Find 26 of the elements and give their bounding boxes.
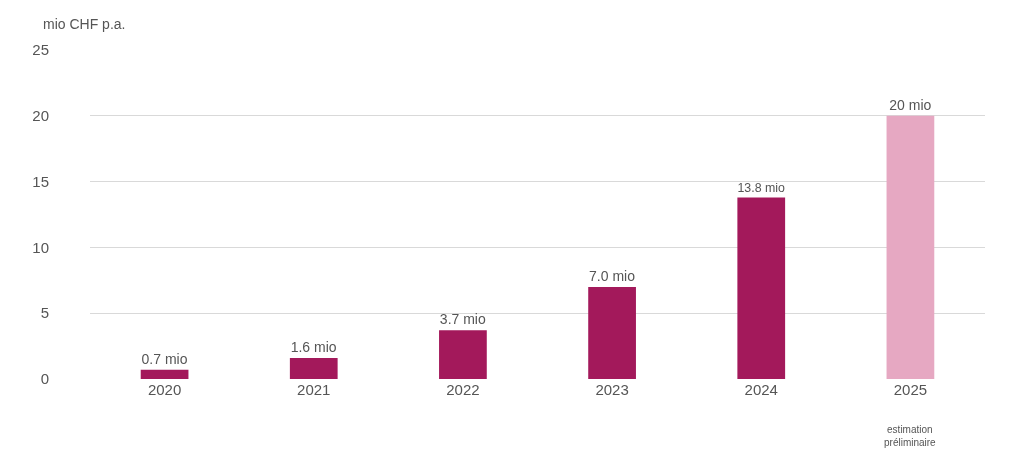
bar [588, 286, 636, 379]
x-tick-label: 2020 [147, 381, 182, 398]
bar [140, 369, 189, 379]
y-tick-label: 5 [40, 304, 49, 322]
data-label: 0.7 mio [141, 350, 188, 367]
y-tick-label: 25 [32, 41, 49, 59]
y-tick-label: 0 [40, 370, 49, 388]
data-label: 3.7 mio [439, 311, 486, 328]
y-axis-title: mio CHF p.a. [43, 16, 126, 32]
data-label: 7.0 mio [589, 267, 636, 284]
data-label: 20 mio [889, 96, 932, 113]
bar [439, 330, 487, 379]
text: estimation préliminaire [884, 424, 937, 448]
x-tick-label: 2025 [893, 381, 928, 398]
y-tick-label: 15 [32, 172, 49, 190]
x-tick-label: 2022 [446, 381, 480, 398]
bar [289, 357, 338, 379]
x-tick-label: 2023 [595, 381, 629, 398]
x-tick-label: 2021 [297, 381, 331, 398]
y-tick-label: 10 [32, 238, 49, 256]
y-tick-label: 20 [32, 107, 49, 125]
data-label: 1.6 mio [290, 338, 337, 355]
data-label: 13.8 mio [737, 180, 786, 195]
bar [737, 197, 786, 379]
x-tick-label: 2024 [744, 381, 778, 398]
bar [886, 115, 935, 379]
